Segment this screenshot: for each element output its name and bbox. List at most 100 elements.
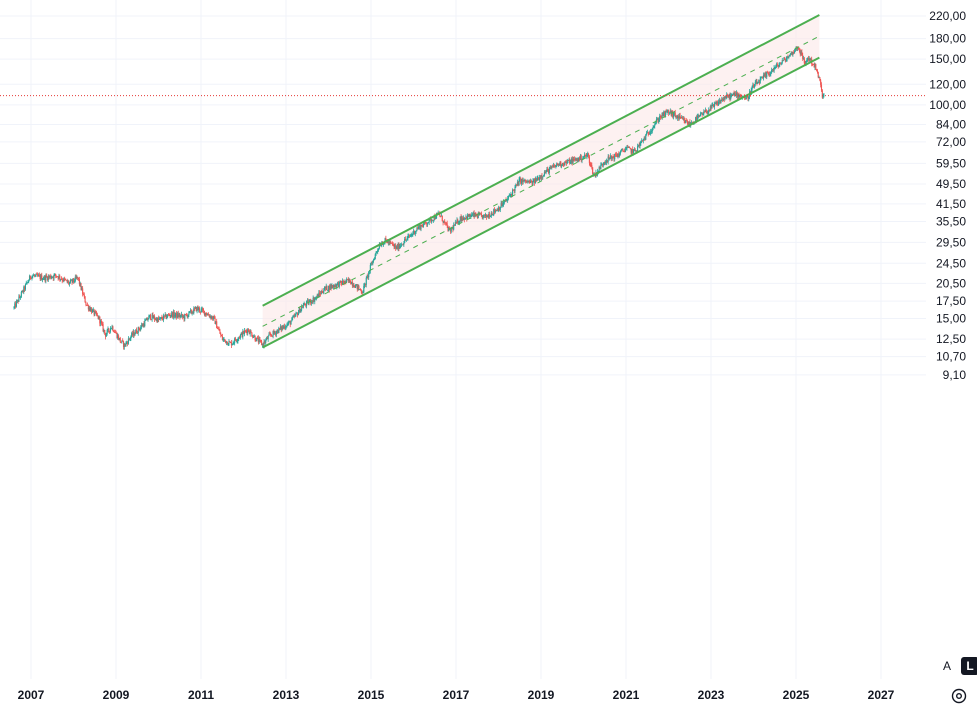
candle-body <box>622 149 624 151</box>
candle-body <box>440 215 443 217</box>
candle-body <box>118 335 120 340</box>
candle-body <box>614 153 616 160</box>
candle-body <box>160 317 162 319</box>
candle-body <box>517 181 519 186</box>
candle-body <box>410 234 412 236</box>
candle-body <box>563 164 565 166</box>
candle-body <box>529 180 532 183</box>
candle-body <box>203 310 205 311</box>
candle-body <box>621 149 623 150</box>
candle-body <box>216 328 219 329</box>
candle-body <box>105 333 107 337</box>
candle-body <box>588 153 590 157</box>
candle-body <box>488 214 490 217</box>
candle-body <box>715 102 717 104</box>
candle-body <box>552 165 554 168</box>
candle-body <box>585 155 587 157</box>
candle-body <box>604 162 606 164</box>
candle-body <box>432 220 434 222</box>
candle-body <box>96 314 98 316</box>
candle-body <box>430 218 432 222</box>
candle-body <box>288 321 290 324</box>
candle-body <box>391 243 393 245</box>
candle-body <box>311 301 313 303</box>
candle-body <box>83 294 85 297</box>
candle-body <box>270 335 273 336</box>
candle-body <box>777 65 779 67</box>
candle-body <box>154 316 156 320</box>
candle-body <box>149 314 152 320</box>
candle-body <box>519 178 521 180</box>
candle-body <box>72 278 74 283</box>
candle-body <box>184 314 186 320</box>
candle-body <box>713 104 715 107</box>
candle-body <box>185 314 187 315</box>
candle-body <box>774 67 776 68</box>
candle-body <box>786 57 788 59</box>
candle-body <box>763 74 765 77</box>
candle-body <box>289 321 291 325</box>
candle-body <box>106 329 108 334</box>
settings-gear-icon[interactable] <box>950 687 968 705</box>
candle-body <box>139 329 141 331</box>
candle-body <box>646 132 648 134</box>
candle-body <box>231 343 233 346</box>
x-tick-label: 2013 <box>273 688 300 702</box>
candle-body <box>805 61 807 64</box>
candle-body <box>145 320 147 321</box>
candle-body <box>811 63 814 65</box>
candle-body <box>608 156 610 159</box>
candle-body <box>269 333 271 335</box>
candle-body <box>378 244 380 249</box>
candle-body <box>450 228 452 232</box>
candle-body <box>301 306 303 310</box>
candle-body <box>367 275 369 278</box>
candle-body <box>122 341 125 347</box>
candle-body <box>620 149 622 152</box>
candle-body <box>627 147 629 148</box>
candle-body <box>599 166 601 170</box>
candle-body <box>592 167 594 174</box>
log-scale-button[interactable]: L <box>961 657 977 675</box>
candle-body <box>123 343 125 347</box>
candle-body <box>732 92 734 95</box>
candle-body <box>299 308 301 313</box>
candle-body <box>326 285 328 291</box>
candle-body <box>616 155 618 157</box>
candle-body <box>223 339 225 340</box>
candle-body <box>51 277 53 279</box>
candle-body <box>185 314 188 316</box>
candle-body <box>44 276 46 281</box>
candle-body <box>548 168 550 173</box>
candle-body <box>474 212 476 217</box>
candle-body <box>400 244 402 246</box>
candle-body <box>52 276 54 279</box>
candle-body <box>660 117 662 119</box>
candle-body <box>583 157 585 158</box>
candle-body <box>205 312 207 315</box>
candle-body <box>787 57 789 59</box>
candle-body <box>239 334 241 338</box>
candle-body <box>68 281 70 284</box>
candle-body <box>485 214 487 218</box>
candle-body <box>336 283 338 287</box>
candle-body <box>601 164 603 166</box>
candle-body <box>244 330 246 332</box>
candle-body <box>333 285 335 288</box>
candle-body <box>56 276 58 278</box>
candle-body <box>584 154 586 156</box>
candle-body <box>480 213 482 215</box>
candle-body <box>759 78 761 84</box>
candle-body <box>476 215 478 218</box>
candle-body <box>278 328 280 333</box>
candle-body <box>657 118 659 122</box>
candle-body <box>721 98 723 101</box>
candle-body <box>469 214 471 217</box>
candle-body <box>475 212 477 216</box>
y-tick-label: 12,50 <box>936 332 966 346</box>
candle-body <box>404 239 406 243</box>
candle-body <box>95 311 97 313</box>
auto-scale-button[interactable]: A <box>938 657 956 675</box>
candle-body <box>217 328 219 330</box>
